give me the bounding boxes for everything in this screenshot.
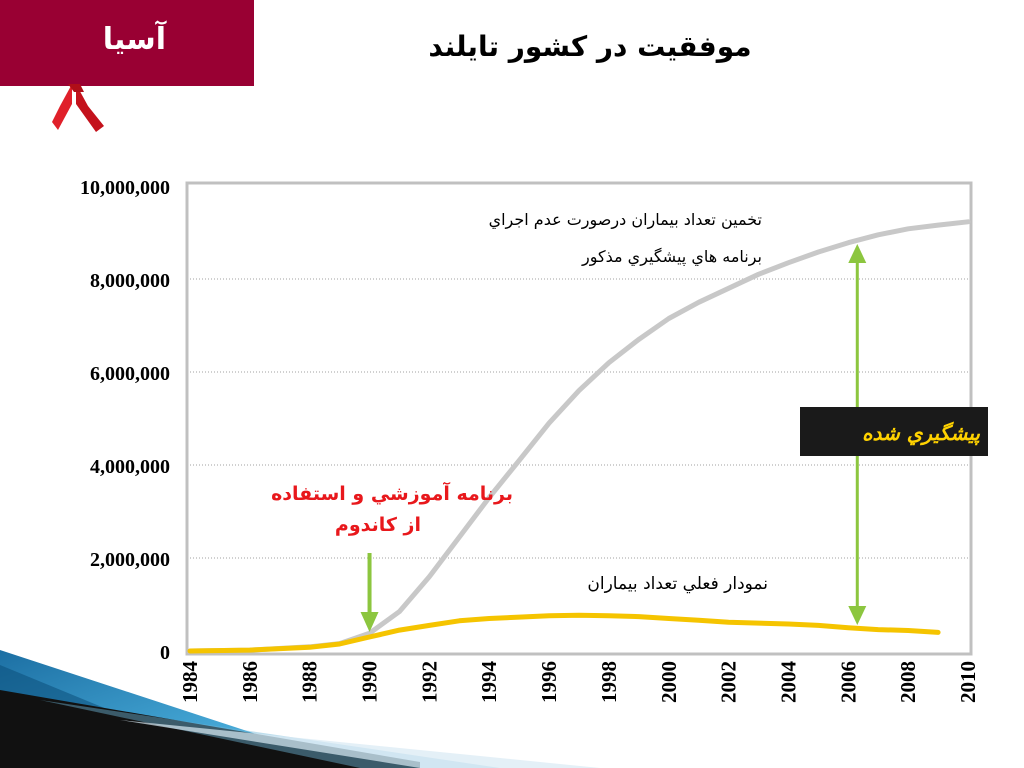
prevented-arrow-head-bottom (848, 606, 867, 625)
region-header-box: آسيا (0, 0, 254, 86)
x-tick-label: 1984 (178, 661, 202, 704)
program-label: برنامه آموزشي و استفاده (271, 481, 513, 505)
y-tick-label: 10,000,000 (80, 177, 170, 199)
y-tick-label: 6,000,000 (90, 363, 170, 385)
x-tick-label: 1988 (298, 661, 322, 703)
x-tick-label: 1986 (238, 661, 262, 703)
actual-series-label: نمودار فعلي تعداد بيماران (587, 574, 768, 594)
x-tick-label: 2002 (717, 661, 741, 703)
program-label: از کاندوم (335, 514, 421, 536)
actual-series-line (187, 612, 941, 654)
x-tick-label: 1994 (477, 661, 501, 704)
projected-series-line (187, 219, 971, 654)
x-tick-label: 2010 (956, 661, 980, 703)
x-tick-label: 2004 (776, 661, 800, 704)
slide-title: موفقيت در کشور تايلند (428, 30, 752, 63)
projected-series-label: برنامه هاي پيشگيري مذکور (581, 247, 762, 267)
prevented-arrow-head-top (848, 244, 867, 263)
program-arrow-head (360, 612, 379, 632)
y-tick-label: 4,000,000 (90, 456, 170, 478)
y-tick-label: 2,000,000 (90, 549, 170, 571)
projected-series-label: تخمين تعداد بيماران درصورت عدم اجراي (489, 210, 762, 230)
x-tick-label: 2008 (896, 661, 920, 703)
region-label: آسيا (102, 22, 166, 57)
y-tick-label: 8,000,000 (90, 270, 170, 292)
red-ribbon-icon (52, 84, 104, 132)
x-tick-label: 1990 (358, 661, 382, 703)
prevented-callout-box (800, 407, 988, 456)
x-tick-label: 1998 (597, 661, 621, 703)
x-tick-label: 2006 (836, 661, 860, 703)
x-tick-label: 1992 (417, 661, 441, 703)
prevented-callout-label: پيشگيري شده (862, 421, 980, 446)
y-tick-label: 0 (160, 642, 170, 664)
x-tick-label: 2000 (657, 661, 681, 703)
x-tick-label: 1996 (537, 661, 561, 703)
